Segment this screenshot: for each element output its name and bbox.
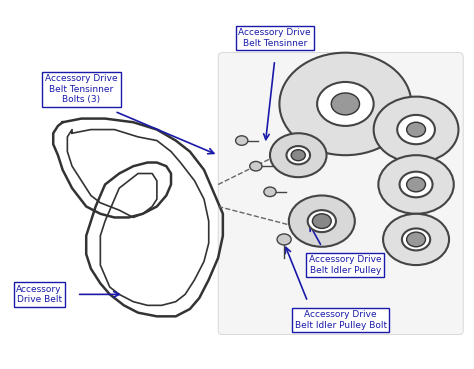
Circle shape [289,196,355,247]
Text: Accessory Drive
Belt Idler Pulley Bolt: Accessory Drive Belt Idler Pulley Bolt [295,310,387,330]
Circle shape [286,146,310,164]
Circle shape [279,53,411,155]
Text: Accessory Drive
Belt Idler Pulley: Accessory Drive Belt Idler Pulley [309,255,382,275]
Circle shape [400,172,433,197]
Circle shape [277,234,291,245]
Circle shape [264,187,276,197]
Circle shape [407,122,426,137]
Circle shape [236,136,248,145]
Circle shape [250,161,262,171]
FancyBboxPatch shape [218,53,463,335]
Circle shape [312,214,331,228]
Circle shape [407,177,426,192]
Text: Accessory
Drive Belt: Accessory Drive Belt [16,284,62,304]
Circle shape [407,232,426,247]
Circle shape [374,97,458,162]
Circle shape [291,150,305,161]
Circle shape [308,210,336,232]
Circle shape [270,133,327,177]
Circle shape [378,155,454,214]
Circle shape [383,214,449,265]
Circle shape [397,115,435,144]
Circle shape [317,82,374,126]
Text: Accessory Drive
Belt Tensinner
Bolts (3): Accessory Drive Belt Tensinner Bolts (3) [45,75,118,104]
Circle shape [331,93,359,115]
Circle shape [402,228,430,251]
Text: Accessory Drive
Belt Tensinner: Accessory Drive Belt Tensinner [238,28,311,48]
